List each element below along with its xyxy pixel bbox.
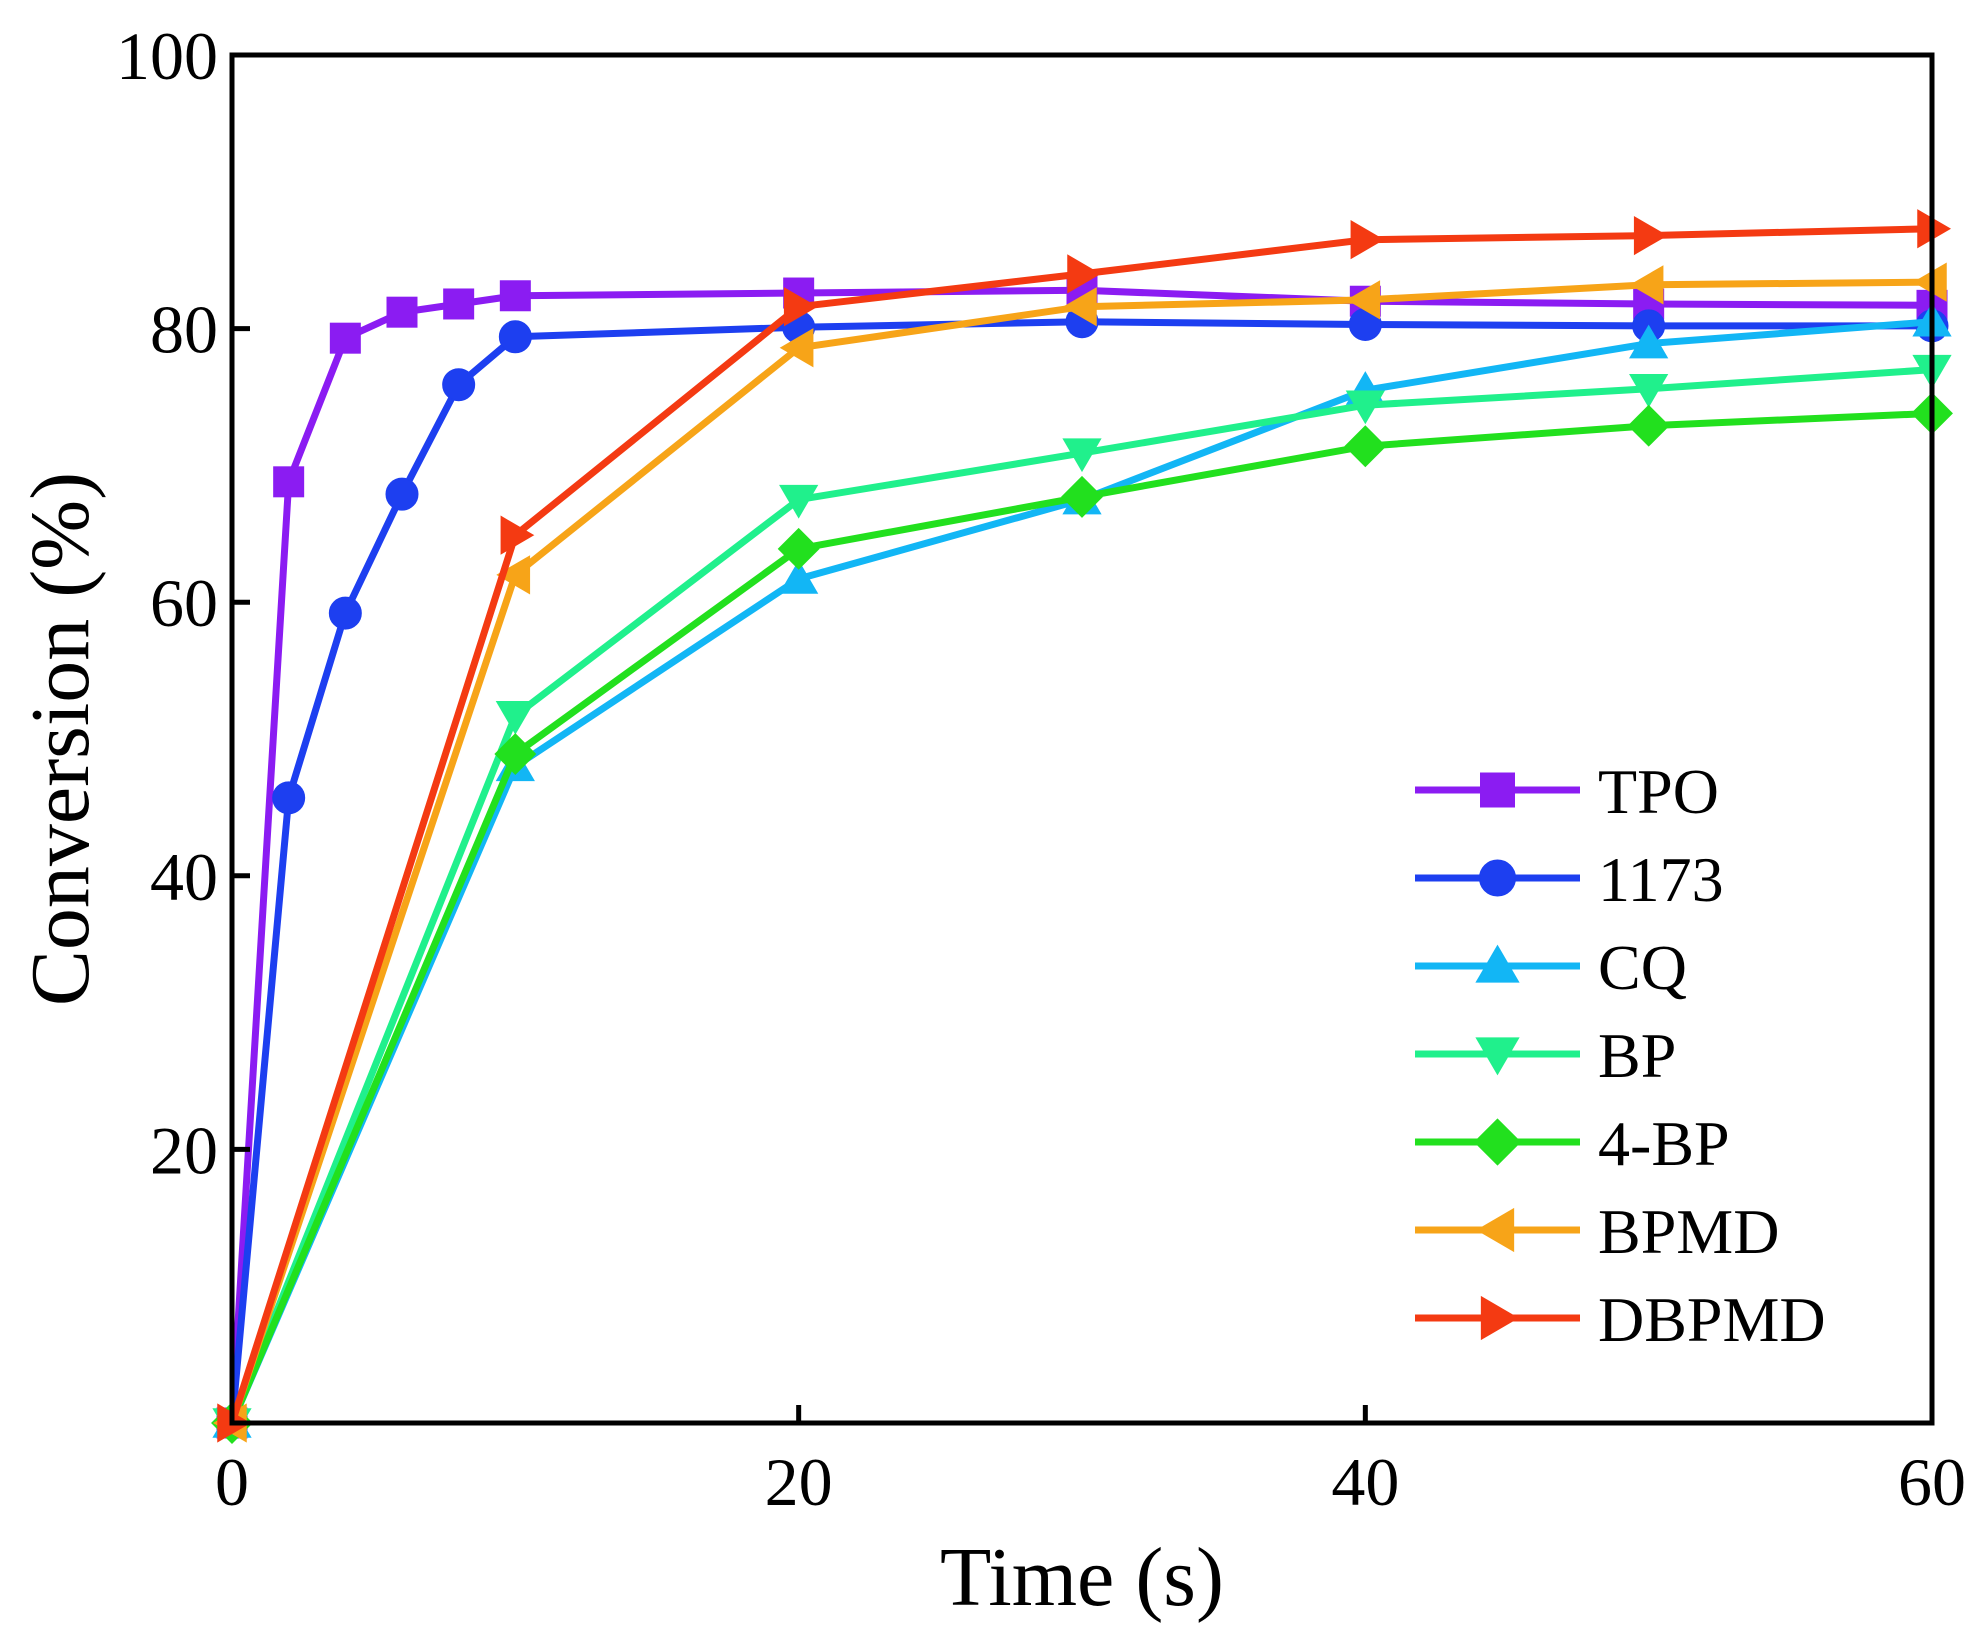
- ticks-layer: 0 20 40 60 20 40 60 80 100: [116, 18, 1966, 1520]
- data-point-bp: [1629, 374, 1669, 408]
- data-point-bpmd: [496, 555, 531, 595]
- data-point-bp: [1062, 438, 1102, 473]
- legend-item-bp: BP: [1415, 1020, 1676, 1091]
- data-point-4-bp: [494, 733, 537, 776]
- data-point-bpmd: [1346, 280, 1381, 320]
- data-point-tpo: [386, 296, 418, 328]
- legend-label: BP: [1598, 1020, 1676, 1091]
- x-tick-label: 60: [1898, 1444, 1966, 1520]
- data-point-tpo: [443, 288, 475, 320]
- data-point-1173: [442, 368, 476, 402]
- plot-frame: [229, 52, 1935, 1426]
- data-point-4-bp: [1344, 425, 1387, 468]
- data-point-tpo: [273, 466, 305, 498]
- legend-label: TPO: [1598, 756, 1719, 827]
- data-point-dbpmd: [1067, 254, 1101, 294]
- x-tick-label: 40: [1331, 1444, 1399, 1520]
- legend-item-bpmd: BPMD: [1415, 1196, 1779, 1267]
- data-point-dbpmd: [500, 515, 535, 555]
- data-point-4-bp: [1061, 475, 1103, 518]
- data-point-1173: [272, 781, 306, 815]
- data-point-cq: [779, 559, 819, 594]
- legend-marker: [1480, 1295, 1519, 1341]
- data-point-tpo: [329, 322, 361, 354]
- legend-item-cq: CQ: [1415, 932, 1687, 1003]
- data-point-1173: [385, 477, 419, 511]
- data-point-dbpmd: [1633, 215, 1668, 256]
- legend-marker: [1475, 944, 1520, 983]
- data-point-tpo: [499, 280, 531, 312]
- data-point-bp: [495, 700, 535, 735]
- legend-label: CQ: [1598, 932, 1687, 1003]
- data-point-1173: [498, 320, 532, 354]
- legend-label: 1173: [1598, 844, 1724, 915]
- legend-item-dbpmd: DBPMD: [1415, 1284, 1826, 1355]
- data-point-1173: [328, 596, 362, 630]
- legend-marker: [1480, 772, 1515, 808]
- y-tick-label: 100: [116, 18, 218, 94]
- legend-label: BPMD: [1598, 1196, 1779, 1267]
- legend-label: 4-BP: [1598, 1108, 1730, 1179]
- y-tick-label: 40: [150, 839, 218, 915]
- data-point-bp: [779, 484, 819, 519]
- x-axis-title: Time (s): [940, 1531, 1224, 1624]
- legend-item-4-bp: 4-BP: [1415, 1108, 1730, 1179]
- legend: TPO 1173 CQ BP 4-BP BPMD DBPMD: [1415, 756, 1826, 1355]
- y-tick-label: 80: [150, 292, 218, 368]
- legend-item-tpo: TPO: [1415, 756, 1719, 827]
- x-tick-label: 0: [215, 1444, 249, 1520]
- y-tick-label: 20: [150, 1112, 218, 1188]
- legend-marker: [1479, 859, 1516, 897]
- legend-marker: [1476, 1207, 1515, 1253]
- data-point-4-bp: [1627, 404, 1670, 447]
- legend-item-1173: 1173: [1415, 844, 1724, 915]
- legend-marker: [1475, 1037, 1520, 1076]
- y-tick-label: 60: [150, 565, 218, 641]
- data-point-cq: [1629, 324, 1669, 359]
- data-point-4-bp: [777, 527, 820, 570]
- data-point-bpmd: [1629, 265, 1664, 305]
- series-line-4-bp: [228, 409, 1933, 1425]
- legend-label: DBPMD: [1598, 1284, 1826, 1355]
- legend-marker: [1473, 1118, 1522, 1166]
- y-axis-title: Conversion (%): [14, 472, 107, 1006]
- data-point-dbpmd: [1350, 220, 1385, 260]
- data-point-bpmd: [779, 328, 814, 368]
- data-point-dbpmd: [783, 287, 818, 327]
- x-tick-label: 20: [765, 1444, 833, 1520]
- data-point-bpmd: [1063, 287, 1097, 327]
- data-point-bp: [1345, 390, 1385, 425]
